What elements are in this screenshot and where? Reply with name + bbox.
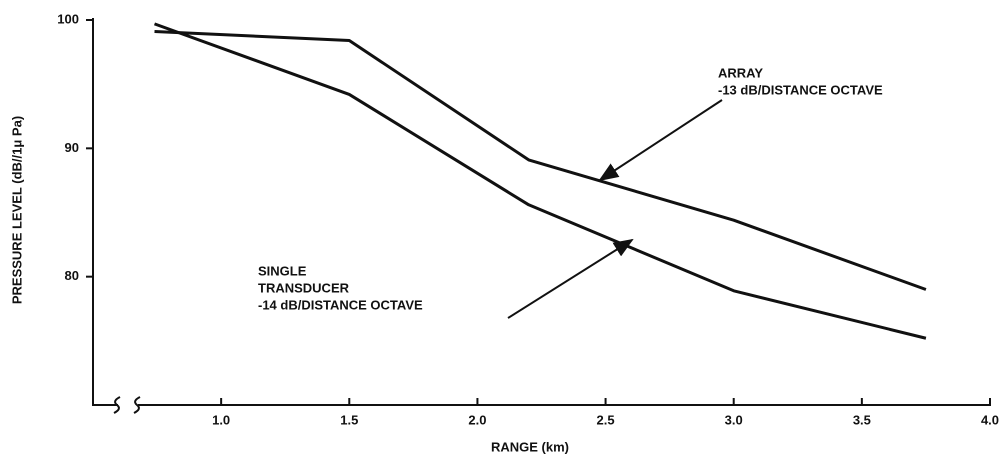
annotation: TRANSDUCER — [258, 280, 350, 295]
y-axis-label: PRESSURE LEVEL (dB//1μ Pa) — [9, 116, 24, 304]
x-tick-label: 2.5 — [597, 412, 615, 427]
x-tick-label: 1.5 — [340, 412, 358, 427]
x-tick-label: 3.0 — [725, 412, 743, 427]
x-axis-label: RANGE (km) — [491, 439, 569, 454]
axis-break — [133, 396, 141, 414]
axis-break — [113, 396, 121, 414]
y-tick-label: 100 — [57, 11, 79, 26]
annotation: -14 dB/DISTANCE OCTAVE — [258, 297, 423, 312]
x-tick-label: 3.5 — [853, 412, 871, 427]
x-tick-label: 1.0 — [212, 412, 230, 427]
annotation-arrow — [598, 99, 723, 182]
y-tick-label: 90 — [65, 140, 79, 155]
data-line — [154, 30, 927, 291]
annotation: ARRAY — [718, 65, 763, 80]
x-tick-label: 4.0 — [981, 412, 999, 427]
annotation: SINGLE — [258, 263, 307, 278]
annotation-arrow — [507, 238, 634, 319]
x-tick-label: 2.0 — [468, 412, 486, 427]
y-tick-label: 80 — [65, 268, 79, 283]
annotation: -13 dB/DISTANCE OCTAVE — [718, 82, 883, 97]
data-line — [153, 22, 927, 340]
